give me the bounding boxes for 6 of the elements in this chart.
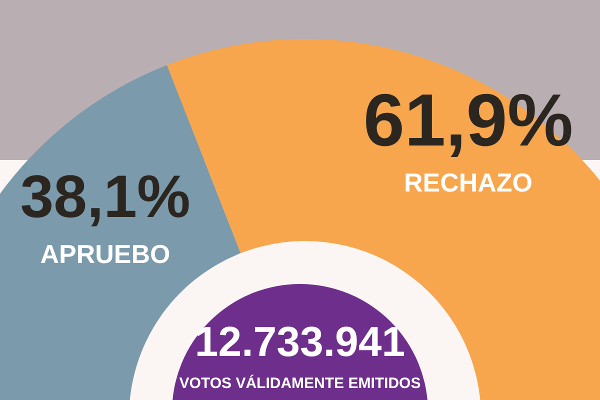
- data-label: 61,9%: [363, 78, 574, 162]
- slice-label: APRUEBO: [40, 238, 170, 269]
- slice-label: RECHAZO: [404, 167, 533, 198]
- text: 12.733.941: [194, 318, 406, 365]
- text: VOTOS VÁLIDAMENTE EMITIDOS: [179, 374, 421, 392]
- data-label: 38,1%: [20, 162, 190, 230]
